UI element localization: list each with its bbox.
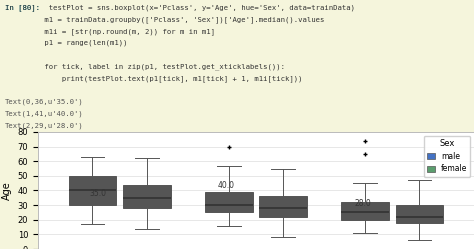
Y-axis label: Age: Age bbox=[2, 181, 12, 200]
Text: 28.0: 28.0 bbox=[354, 199, 371, 208]
PathPatch shape bbox=[205, 192, 253, 212]
PathPatch shape bbox=[341, 202, 389, 220]
Text: Text(2,29,u'28.0'): Text(2,29,u'28.0') bbox=[5, 123, 83, 129]
Text: m1 = trainData.groupby(['Pclass', 'Sex'])['Age'].median().values: m1 = trainData.groupby(['Pclass', 'Sex']… bbox=[5, 16, 324, 23]
PathPatch shape bbox=[259, 196, 307, 217]
Text: 35.0: 35.0 bbox=[90, 188, 107, 198]
PathPatch shape bbox=[69, 176, 116, 205]
Text: Text(0,36,u'35.0'): Text(0,36,u'35.0') bbox=[5, 99, 83, 105]
PathPatch shape bbox=[123, 185, 171, 208]
Legend: male, female: male, female bbox=[424, 136, 470, 177]
Text: p1 = range(len(m1)): p1 = range(len(m1)) bbox=[5, 40, 127, 46]
Text: 40.0: 40.0 bbox=[218, 181, 235, 190]
PathPatch shape bbox=[396, 205, 443, 223]
Text: for tick, label in zip(p1, testPlot.get_xticklabels()):: for tick, label in zip(p1, testPlot.get_… bbox=[5, 63, 285, 70]
Text: print(testPlot.text(p1[tick], m1[tick] + 1, m1i[tick])): print(testPlot.text(p1[tick], m1[tick] +… bbox=[5, 75, 302, 82]
Text: In [80]:  testPlot = sns.boxplot(x='Pclass', y='Age', hue='Sex', data=trainData): In [80]: testPlot = sns.boxplot(x='Pclas… bbox=[5, 4, 355, 11]
Text: Text(1,41,u'40.0'): Text(1,41,u'40.0') bbox=[5, 111, 83, 117]
Text: In [80]:: In [80]: bbox=[5, 4, 40, 11]
Text: m1i = [str(np.round(m, 2)) for m in m1]: m1i = [str(np.round(m, 2)) for m in m1] bbox=[5, 28, 215, 35]
